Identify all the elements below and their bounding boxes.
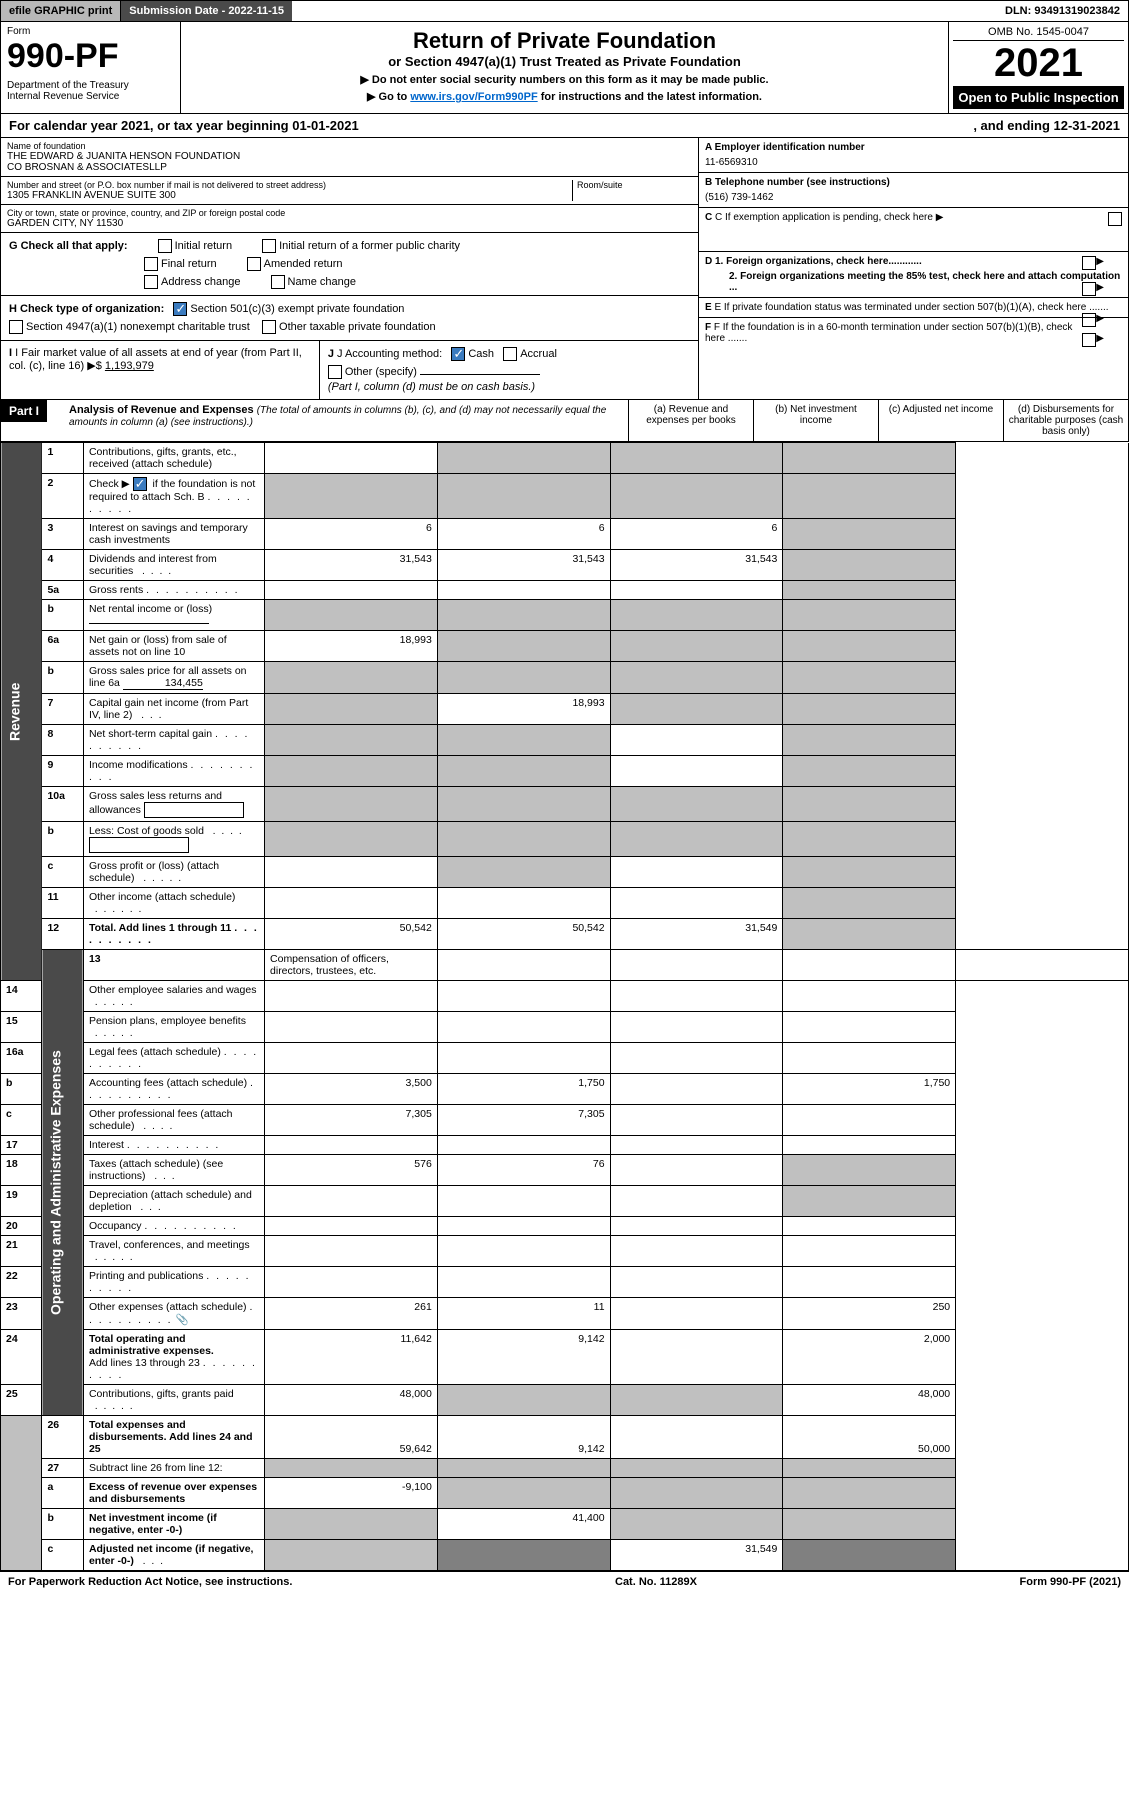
chk-other-method[interactable] bbox=[328, 365, 342, 379]
top-bar: efile GRAPHIC print Submission Date - 20… bbox=[0, 0, 1129, 22]
note2: ▶ Go to www.irs.gov/Form990PF for instru… bbox=[187, 90, 942, 103]
form-title: Return of Private Foundation bbox=[187, 28, 942, 54]
paperwork-notice: For Paperwork Reduction Act Notice, see … bbox=[8, 1576, 292, 1588]
city-state-zip: GARDEN CITY, NY 11530 bbox=[7, 218, 692, 229]
section-g: G Check all that apply: Initial return I… bbox=[1, 233, 698, 296]
chk-foreign-org[interactable] bbox=[1082, 256, 1096, 270]
chk-sch-b[interactable] bbox=[133, 477, 147, 491]
form-ref: Form 990-PF (2021) bbox=[1020, 1576, 1121, 1588]
ein: 11-6569310 bbox=[705, 157, 1122, 168]
chk-foreign-85[interactable] bbox=[1082, 282, 1096, 296]
chk-amended[interactable] bbox=[247, 257, 261, 271]
revenue-label: Revenue bbox=[1, 443, 42, 981]
form-subtitle: or Section 4947(a)(1) Trust Treated as P… bbox=[187, 54, 942, 69]
foundation-name: THE EDWARD & JUANITA HENSON FOUNDATION C… bbox=[7, 151, 692, 173]
form-label: Form bbox=[7, 26, 174, 37]
section-h: H Check type of organization: Section 50… bbox=[1, 296, 698, 341]
phone-label: B Telephone number (see instructions) bbox=[705, 177, 1122, 188]
chk-status-terminated[interactable] bbox=[1082, 313, 1096, 327]
cat-no: Cat. No. 11289X bbox=[615, 1576, 697, 1588]
chk-initial-public[interactable] bbox=[262, 239, 276, 253]
fmv-value: 1,193,979 bbox=[105, 360, 154, 372]
main-table: Revenue 1Contributions, gifts, grants, e… bbox=[0, 442, 1129, 1571]
section-i-j: I I Fair market value of all assets at e… bbox=[1, 341, 698, 399]
tax-year: 2021 bbox=[953, 41, 1124, 86]
expenses-label: Operating and Administrative Expenses bbox=[42, 950, 83, 1416]
submission-date: Submission Date - 2022-11-15 bbox=[121, 1, 292, 21]
ein-label: A Employer identification number bbox=[705, 142, 1122, 153]
form-number: 990-PF bbox=[7, 37, 174, 76]
omb: OMB No. 1545-0047 bbox=[953, 26, 1124, 41]
chk-cash[interactable] bbox=[451, 347, 465, 361]
chk-60-month[interactable] bbox=[1082, 333, 1096, 347]
chk-address-change[interactable] bbox=[144, 275, 158, 289]
note1: ▶ Do not enter social security numbers o… bbox=[187, 73, 942, 86]
part1-header: Part I Analysis of Revenue and Expenses … bbox=[0, 400, 1129, 442]
phone: (516) 739-1462 bbox=[705, 192, 1122, 203]
room-label: Room/suite bbox=[577, 180, 692, 190]
chk-final-return[interactable] bbox=[144, 257, 158, 271]
name-label: Name of foundation bbox=[7, 141, 692, 151]
city-label: City or town, state or province, country… bbox=[7, 208, 692, 218]
calendar-year-line: For calendar year 2021, or tax year begi… bbox=[0, 114, 1129, 138]
footer: For Paperwork Reduction Act Notice, see … bbox=[0, 1571, 1129, 1592]
chk-initial-return[interactable] bbox=[158, 239, 172, 253]
efile-label[interactable]: efile GRAPHIC print bbox=[1, 1, 121, 21]
info-block: Name of foundation THE EDWARD & JUANITA … bbox=[0, 138, 1129, 400]
header: Form 990-PF Department of the Treasury I… bbox=[0, 22, 1129, 114]
chk-4947[interactable] bbox=[9, 320, 23, 334]
open-inspection: Open to Public Inspection bbox=[953, 86, 1124, 109]
chk-exemption-pending[interactable] bbox=[1108, 212, 1122, 226]
instructions-link[interactable]: www.irs.gov/Form990PF bbox=[410, 91, 537, 103]
dln: DLN: 93491319023842 bbox=[997, 1, 1128, 21]
chk-501c3[interactable] bbox=[173, 302, 187, 316]
attachment-icon[interactable]: 📎 bbox=[175, 1314, 188, 1326]
dept: Department of the Treasury Internal Reve… bbox=[7, 80, 174, 102]
chk-other-taxable[interactable] bbox=[262, 320, 276, 334]
addr-label: Number and street (or P.O. box number if… bbox=[7, 180, 572, 190]
chk-accrual[interactable] bbox=[503, 347, 517, 361]
gross-sales-6a: 134,455 bbox=[123, 677, 203, 690]
chk-name-change[interactable] bbox=[271, 275, 285, 289]
street-address: 1305 FRANKLIN AVENUE SUITE 300 bbox=[7, 190, 572, 201]
